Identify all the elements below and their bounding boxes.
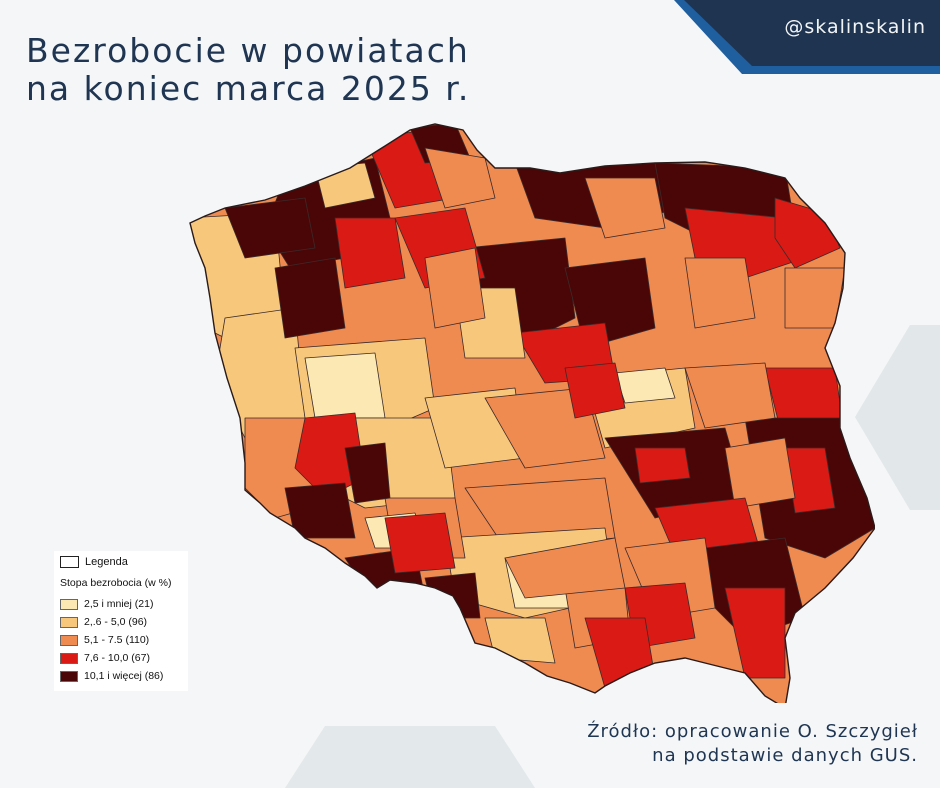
legend-title-box — [60, 556, 79, 568]
legend-item: 2,5 i mniej (21) — [60, 598, 153, 610]
social-handle-banner: @skalinskalin — [660, 0, 940, 74]
map-legend: Legenda Stopa bezrobocia (w %) 2,5 i mni… — [54, 551, 188, 691]
title-line-2: na koniec marca 2025 r. — [26, 69, 471, 108]
legend-swatch — [60, 634, 78, 646]
social-handle[interactable]: @skalinskalin — [784, 16, 926, 38]
title-line-1: Bezrobocie w powiatach — [26, 31, 470, 70]
legend-item-label: 5,1 - 7.5 (110) — [84, 634, 150, 646]
background-hexagon-bottom — [285, 726, 535, 788]
legend-item-label: 2,5 i mniej (21) — [84, 598, 154, 610]
source-line-2: na podstawie danych GUS. — [652, 745, 918, 766]
legend-item: 2,.6 - 5,0 (96) — [60, 616, 147, 628]
legend-item: 7,6 - 10,0 (67) — [60, 652, 150, 664]
legend-item: 10,1 i więcej (86) — [60, 670, 163, 682]
banner-shape — [674, 0, 940, 74]
poland-choropleth-map — [189, 123, 875, 703]
background-hexagon-right — [855, 325, 940, 510]
legend-swatch — [60, 652, 78, 664]
legend-title: Legenda — [60, 556, 128, 568]
legend-subtitle: Stopa bezrobocia (w %) — [60, 577, 172, 589]
legend-item: 5,1 - 7.5 (110) — [60, 634, 149, 646]
legend-swatch — [60, 616, 78, 628]
source-line-1: Źródło: opracowanie O. Szczygieł — [587, 721, 918, 742]
legend-item-label: 2,.6 - 5,0 (96) — [84, 616, 148, 628]
legend-title-text: Legenda — [85, 556, 128, 568]
source-note: Źródło: opracowanie O. Szczygieł na pods… — [587, 720, 918, 768]
legend-item-label: 10,1 i więcej (86) — [84, 670, 164, 682]
legend-swatch — [60, 598, 78, 610]
legend-swatch — [60, 670, 78, 682]
page-title: Bezrobocie w powiatach na koniec marca 2… — [26, 32, 470, 108]
legend-item-label: 7,6 - 10,0 (67) — [84, 652, 150, 664]
